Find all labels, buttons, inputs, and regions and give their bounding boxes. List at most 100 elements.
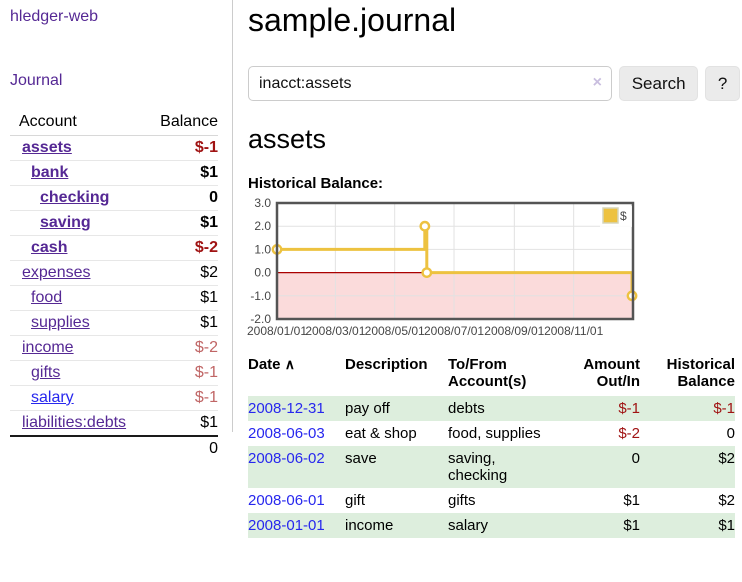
sidebar-item-income[interactable]: income	[22, 339, 74, 356]
transaction-date-link[interactable]: 2008-06-02	[248, 450, 325, 467]
sidebar-item-saving[interactable]: saving	[40, 214, 91, 231]
app-title: hledger-web	[10, 8, 224, 26]
svg-text:1.0: 1.0	[254, 242, 271, 256]
account-row: assets $-1	[10, 136, 218, 161]
transaction-balance: $1	[640, 513, 735, 538]
transaction-balance: $-1	[640, 396, 735, 421]
transaction-description: gift	[345, 492, 366, 509]
svg-text:2008/01/01: 2008/01/01	[247, 324, 307, 338]
register-header-balance: Historical Balance	[666, 356, 735, 390]
svg-text:3.0: 3.0	[254, 196, 271, 210]
account-balance: $1	[148, 160, 218, 186]
sidebar-item-checking[interactable]: checking	[40, 189, 110, 206]
transaction-amount: $-2	[618, 425, 640, 442]
transaction-date-link[interactable]: 2008-06-01	[248, 492, 325, 509]
account-row: food $1	[10, 285, 218, 311]
transaction-description: save	[345, 446, 448, 488]
sidebar-item-salary[interactable]: salary	[31, 389, 74, 406]
svg-text:2.0: 2.0	[254, 219, 271, 233]
svg-text:-1.0: -1.0	[250, 289, 271, 303]
transaction-description: income	[345, 513, 448, 538]
sidebar-item-cash[interactable]: cash	[31, 239, 68, 256]
main-content: sample.journal × Search ? assets Histori…	[247, 0, 740, 538]
sidebar-item-bank[interactable]: bank	[31, 164, 69, 181]
accounts-header-account: Account	[10, 110, 149, 136]
sidebar-item-journal[interactable]: Journal	[10, 72, 63, 89]
transaction-amount: 0	[558, 446, 640, 488]
search-button[interactable]: Search	[619, 66, 699, 101]
transaction-accounts: debts	[448, 396, 558, 421]
register-row: 2008-06-03 eat & shop food, supplies $-2…	[248, 421, 735, 446]
svg-text:2008/03/01: 2008/03/01	[305, 324, 365, 338]
svg-text:0.0: 0.0	[254, 266, 271, 280]
search-form: × Search ?	[248, 66, 740, 101]
account-balance: $-2	[148, 335, 218, 361]
register-row: 2008-06-02 save saving, checking 0 $2	[248, 446, 735, 488]
svg-text:-2.0: -2.0	[250, 312, 271, 326]
register-header-amount: Amount Out/In	[583, 356, 640, 390]
sidebar-item-liabilities-debts[interactable]: liabilities:debts	[22, 414, 127, 431]
nav: Journal	[10, 72, 224, 90]
transaction-accounts: food, supplies	[448, 425, 541, 442]
account-balance: $1	[148, 285, 218, 311]
transaction-date-link[interactable]: 2008-12-31	[248, 400, 325, 417]
transaction-balance: $2	[718, 492, 735, 509]
svg-text:2008/05/01: 2008/05/01	[365, 324, 425, 338]
chart-canvas: 3.0 2.0 1.0 0.0 -1.0 -2.02008/01/012008/03/01…	[247, 196, 638, 338]
accounts-total-value: 0	[148, 435, 218, 461]
transaction-amount: $-1	[558, 396, 640, 421]
transaction-description: pay off	[345, 396, 448, 421]
account-row: supplies $1	[10, 310, 218, 336]
transaction-balance: $2	[640, 446, 735, 488]
transaction-accounts: gifts	[448, 492, 476, 509]
account-row: salary $-1	[10, 385, 218, 411]
accounts-header-balance: Balance	[148, 110, 218, 136]
account-balance: $1	[148, 410, 218, 436]
accounts-header-row: Account Balance	[10, 110, 218, 136]
register-header-accounts: To/From Account(s)	[448, 356, 527, 390]
register-row: 2008-12-31 pay off debts $-1 $-1	[248, 396, 735, 421]
transaction-date-link[interactable]: 2008-06-03	[248, 425, 325, 442]
transaction-date-link[interactable]: 2008-01-01	[248, 517, 325, 534]
account-balance: $-1	[148, 385, 218, 411]
transaction-description: eat & shop	[345, 425, 417, 442]
transaction-balance: 0	[726, 425, 735, 442]
register-row: 2008-01-01 income salary $1 $1	[248, 513, 735, 538]
sidebar-item-gifts[interactable]: gifts	[31, 364, 61, 381]
sidebar: hledger-web Journal Account Balance asse…	[0, 0, 233, 461]
clear-search-icon[interactable]: ×	[592, 74, 602, 91]
register-header-date[interactable]: Date ∧	[248, 356, 295, 373]
register-header-row: Date ∧ Description To/From Account(s) Am…	[248, 354, 735, 396]
sidebar-item-food[interactable]: food	[31, 289, 63, 306]
account-row: saving $1	[10, 210, 218, 236]
account-row: checking 0	[10, 185, 218, 211]
account-row: cash $-2	[10, 235, 218, 261]
account-row: gifts $-1	[10, 360, 218, 386]
transaction-amount: $1	[558, 513, 640, 538]
account-row: liabilities:debts $1	[10, 410, 218, 436]
sort-ascending-icon: ∧	[284, 356, 295, 372]
chart-title: Historical Balance:	[248, 175, 384, 192]
account-balance: $1	[148, 210, 218, 236]
svg-text:2008/07/01: 2008/07/01	[424, 324, 484, 338]
account-row: income $-2	[10, 335, 218, 361]
account-balance: 0	[148, 185, 218, 211]
account-balance: $-2	[148, 235, 218, 261]
accounts-table: Account Balance assets $-1 bank $1 check…	[10, 110, 218, 461]
app-title-link[interactable]: hledger-web	[10, 8, 99, 25]
account-balance: $-1	[194, 139, 218, 156]
help-button[interactable]: ?	[705, 66, 740, 101]
svg-text:2008/09/01: 2008/09/01	[484, 324, 544, 338]
sidebar-item-supplies[interactable]: supplies	[31, 314, 90, 331]
account-heading: assets	[248, 124, 327, 154]
transaction-amount: $1	[623, 492, 640, 509]
register-header-description: Description	[345, 356, 428, 373]
account-balance: $2	[148, 260, 218, 286]
sidebar-item-assets[interactable]: assets	[22, 139, 72, 156]
register-row: 2008-06-01 gift gifts $1 $2	[248, 488, 735, 513]
account-row: bank $1	[10, 160, 218, 186]
search-input[interactable]	[248, 66, 612, 101]
sidebar-item-expenses[interactable]: expenses	[22, 264, 91, 281]
transaction-accounts: saving, checking	[448, 446, 558, 488]
account-balance: $1	[148, 310, 218, 336]
